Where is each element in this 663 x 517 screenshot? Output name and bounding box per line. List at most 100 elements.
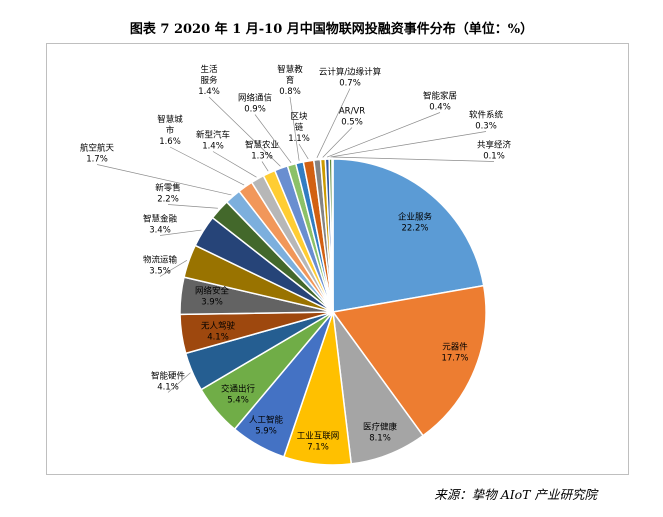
slice-22-name: AR/VR: [339, 107, 365, 117]
slice-16-name: 智慧农业: [245, 140, 279, 151]
slice-9-label: 网络安全 3.9%: [195, 286, 230, 308]
slice-1-value: 22.2%: [401, 224, 428, 234]
slice-23-leader-line: [327, 112, 441, 158]
slice-9-value: 3.9%: [201, 298, 223, 308]
slice-1-label: 企业服务 22.2%: [398, 212, 433, 234]
slice-23-value: 0.4%: [429, 103, 451, 113]
slice-labels: 企业服务 22.2% 元器件 17.7% 医疗健康 8.1% 工业互联网 7.1% 人工智能 5.…: [80, 64, 512, 453]
figure-title: 图表 7 2020 年 1 月-10 月中国物联网投融资事件分布（单位：%）: [129, 22, 534, 37]
slice-2-label: 元器件 17.7%: [441, 342, 468, 364]
slice-1-name: 企业服务: [398, 212, 433, 223]
slice-5-value: 5.9%: [255, 427, 277, 437]
slice-8-value: 4.1%: [207, 333, 229, 343]
slice-14-name: 智慧城市: [157, 114, 183, 136]
slice-14-label: 智慧城市 1.6%: [157, 114, 183, 147]
slice-9-name: 网络安全: [195, 286, 230, 297]
slice-23-name: 智能家居: [423, 91, 457, 102]
slice-20-name: 区块链: [290, 111, 308, 133]
slice-17-label: 生活服务 1.4%: [198, 64, 220, 97]
slice-24-value: 0.3%: [475, 122, 497, 132]
slice-13-leader-line: [96, 164, 232, 196]
slice-22-leader-line: [322, 127, 353, 158]
slice-8-name: 无人驾驶: [201, 321, 236, 332]
slice-25-wedge: [331, 158, 334, 313]
pie-slices: [179, 158, 487, 466]
slice-18-name: 网络通信: [238, 93, 273, 104]
slice-20-label: 区块链 1.1%: [288, 111, 310, 144]
slice-19-leader-line: [289, 96, 300, 161]
slice-10-value: 3.5%: [149, 267, 171, 277]
slice-19-name: 智慧教育: [277, 64, 303, 86]
slice-18-value: 0.9%: [244, 105, 266, 115]
slice-8-label: 无人驾驶 4.1%: [201, 321, 236, 343]
slice-5-name: 人工智能: [249, 415, 284, 426]
slice-7-leader-line: [167, 372, 191, 393]
slice-10-leader-line: [159, 260, 188, 277]
slice-17-value: 1.4%: [198, 87, 220, 97]
slice-4-value: 7.1%: [307, 443, 329, 453]
slice-11-label: 智慧金融 3.4%: [143, 214, 178, 236]
slice-16-value: 1.3%: [251, 152, 273, 162]
slice-13-name: 航空航天: [80, 143, 115, 154]
slice-25-value: 0.1%: [483, 152, 505, 162]
slice-10-label: 物流运输 3.5%: [143, 255, 178, 277]
slice-5-label: 人工智能 5.9%: [249, 415, 284, 437]
chart-frame: [46, 43, 629, 475]
slice-4-label: 工业互联网 7.1%: [297, 431, 340, 453]
slice-1-wedge: [332, 158, 485, 313]
slice-25-label: 共享经济 0.1%: [477, 140, 512, 162]
slice-24-name: 软件系统: [469, 110, 504, 121]
source-note: 来源：挚物 AIoT 产业研究院: [434, 487, 597, 502]
slice-13-value: 1.7%: [86, 155, 108, 165]
slice-13-label: 航空航天 1.7%: [80, 143, 115, 165]
slice-11-leader-line: [159, 229, 202, 236]
slice-11-name: 智慧金融: [143, 214, 178, 225]
slice-22-label: AR/VR 0.5%: [339, 107, 365, 128]
slice-10-name: 物流运输: [143, 255, 178, 266]
slice-24-leader-line: [330, 131, 487, 158]
slice-2-name: 元器件: [442, 342, 468, 353]
slice-2-value: 17.7%: [441, 354, 468, 364]
slice-21-leader-line: [316, 88, 351, 158]
slice-19-value: 0.8%: [279, 87, 301, 97]
slice-21-name: 云计算/边缘计算: [319, 67, 382, 78]
slice-16-leader-line: [261, 161, 269, 172]
slice-15-leader-line: [212, 151, 257, 178]
slice-23-label: 智能家居 0.4%: [423, 91, 457, 113]
slice-7-name: 智能硬件: [151, 371, 186, 382]
slice-12-label: 新零售 2.2%: [155, 183, 181, 205]
slice-16-label: 智慧农业 1.3%: [245, 140, 279, 162]
slice-15-value: 1.4%: [202, 142, 224, 152]
slice-7-label: 智能硬件 4.1%: [151, 371, 186, 393]
slice-19-label: 智慧教育 0.8%: [277, 64, 303, 97]
slice-12-leader-line: [167, 204, 218, 209]
slice-6-value: 5.4%: [227, 396, 249, 406]
slice-6-label: 交通出行 5.4%: [221, 384, 256, 406]
slice-21-label: 云计算/边缘计算 0.7%: [319, 67, 382, 89]
slice-20-leader-line: [298, 143, 309, 160]
slice-25-name: 共享经济: [477, 140, 512, 151]
slice-25-leader-line: [332, 156, 495, 162]
slice-18-label: 网络通信 0.9%: [238, 93, 273, 115]
slice-20-value: 1.1%: [288, 134, 310, 144]
slice-4-name: 工业互联网: [297, 431, 340, 442]
slice-2-wedge: [331, 284, 487, 437]
slice-14-value: 1.6%: [159, 137, 181, 147]
slice-17-name: 生活服务: [200, 64, 218, 86]
slice-17-leader-line: [208, 96, 281, 167]
slice-12-value: 2.2%: [157, 195, 179, 205]
slice-3-label: 医疗健康 8.1%: [363, 422, 398, 444]
slice-22-value: 0.5%: [341, 118, 363, 128]
slice-24-label: 软件系统 0.3%: [469, 110, 504, 132]
slice-11-value: 3.4%: [149, 226, 171, 236]
slice-15-label: 新型汽车 1.4%: [196, 130, 230, 152]
slice-21-value: 0.7%: [339, 79, 361, 89]
slice-6-name: 交通出行: [221, 384, 256, 395]
slice-7-value: 4.1%: [157, 383, 179, 393]
slice-12-name: 新零售: [155, 183, 181, 194]
slice-18-leader-line: [254, 114, 292, 163]
slice-3-name: 医疗健康: [363, 422, 398, 433]
leader-lines: [96, 88, 495, 393]
slice-3-value: 8.1%: [369, 434, 391, 444]
